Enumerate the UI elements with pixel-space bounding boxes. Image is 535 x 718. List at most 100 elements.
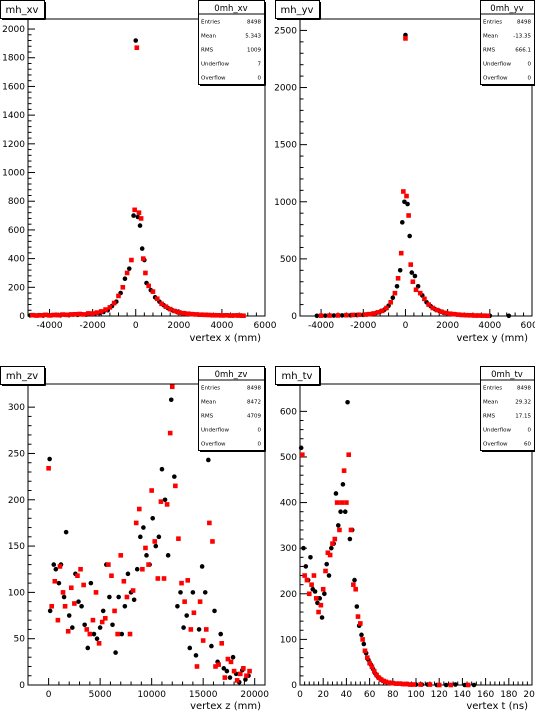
x-tick-label: -2000 [80, 321, 106, 331]
data-point [437, 683, 442, 688]
x-tick-label: 0 [46, 690, 52, 700]
x-tick-label: 40 [341, 690, 353, 700]
x-axis-label: vertex x (mm) [189, 333, 261, 344]
data-point [449, 683, 454, 688]
data-point [330, 541, 335, 546]
data-point [69, 312, 74, 317]
data-point [172, 474, 177, 479]
data-point [116, 294, 121, 299]
data-point [231, 655, 236, 660]
data-point [115, 632, 120, 637]
data-point [406, 213, 411, 218]
stats-value: 0 [258, 442, 262, 448]
data-point [73, 312, 78, 317]
data-point [113, 650, 118, 655]
data-point [241, 313, 246, 318]
y-tick-label: 500 [280, 255, 297, 265]
data-point [201, 638, 206, 643]
y-tick-label: 300 [280, 544, 297, 554]
x-tick-label: 60 [364, 690, 376, 700]
data-point [134, 521, 139, 526]
data-point [345, 400, 350, 405]
stats-value: 60 [524, 442, 531, 448]
x-tick-label: 0 [403, 321, 409, 331]
y-tick-label: 800 [8, 197, 25, 207]
data-point [339, 500, 344, 505]
x-tick-label: -2000 [350, 321, 376, 331]
y-tick-label: 100 [280, 635, 297, 645]
data-point [61, 590, 66, 595]
data-point [362, 642, 367, 647]
data-point [103, 616, 108, 621]
data-point [314, 596, 319, 601]
data-point [91, 618, 96, 623]
x-tick-label: 6000 [254, 321, 277, 331]
data-point [411, 279, 416, 284]
data-point [86, 311, 91, 316]
stats-value: 8498 [517, 20, 531, 26]
y-tick-label: 1600 [2, 82, 25, 92]
x-tick-label: 6000 [521, 321, 535, 331]
data-point [233, 313, 238, 318]
data-point [336, 523, 341, 528]
data-point [316, 610, 321, 615]
data-point [333, 537, 338, 542]
data-point [452, 312, 457, 317]
data-point [320, 615, 325, 620]
data-point [219, 641, 224, 646]
stats-label: Mean [483, 34, 498, 40]
data-point [337, 528, 342, 533]
data-point [357, 312, 362, 317]
data-point [118, 553, 123, 558]
data-point [220, 313, 225, 318]
y-tick-label: 200 [280, 590, 297, 600]
data-point [195, 664, 200, 669]
data-point [116, 595, 121, 600]
stats-value: 8498 [247, 20, 261, 26]
data-point [126, 572, 131, 577]
data-point [106, 562, 111, 567]
pad-title: mh_xv [6, 5, 39, 16]
stats-label: Mean [483, 400, 498, 406]
stats-label: Entries [483, 20, 502, 26]
data-point [359, 633, 364, 638]
data-point [355, 604, 360, 609]
data-point [453, 682, 458, 687]
data-point [376, 310, 381, 315]
data-point [400, 220, 405, 225]
data-point [401, 189, 406, 194]
data-point [160, 467, 165, 472]
stats-label: RMS [483, 48, 496, 54]
data-point [69, 585, 74, 590]
data-point [108, 305, 113, 310]
data-point [466, 683, 471, 688]
data-point [159, 499, 164, 504]
data-point [225, 669, 230, 674]
data-point [413, 274, 418, 279]
data-point [305, 578, 310, 583]
data-point [123, 604, 128, 609]
x-axis-label: vertex y (mm) [456, 333, 528, 344]
data-point [99, 309, 104, 314]
data-point [312, 573, 317, 578]
data-point [241, 666, 246, 671]
data-point [223, 675, 228, 680]
data-point [34, 313, 39, 318]
data-point [418, 291, 423, 296]
data-point [363, 648, 368, 653]
y-tick-label: 600 [280, 407, 297, 417]
data-point [396, 276, 401, 281]
data-point [46, 466, 51, 471]
data-point [49, 604, 54, 609]
y-tick-label: 1000 [2, 169, 25, 179]
data-point [334, 491, 339, 496]
data-point [388, 300, 393, 305]
data-point [477, 313, 482, 318]
data-point [129, 258, 134, 263]
data-point [235, 678, 240, 683]
data-point [75, 573, 80, 578]
data-point [139, 216, 144, 221]
x-tick-label: 4000 [210, 321, 233, 331]
data-point [216, 662, 221, 667]
